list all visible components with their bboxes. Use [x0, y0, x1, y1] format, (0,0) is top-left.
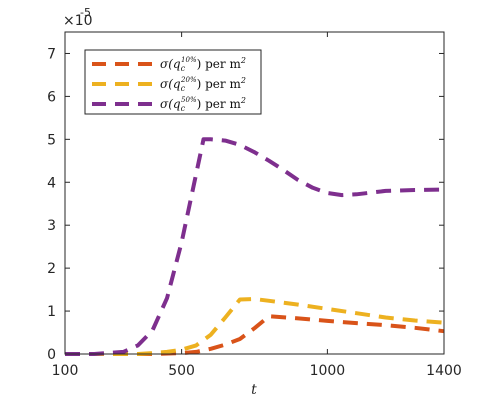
x-tick-label-4: 1400	[426, 363, 462, 379]
y-tick-label-8: 7	[47, 46, 56, 62]
y-multiplier-exponent: -5	[80, 6, 91, 19]
legend: σ(qc10%) per m2 σ(qc20%) per m2 σ(qc50%) p…	[84, 49, 262, 115]
y-tick-label-1: 0	[47, 347, 56, 363]
y-tick-label-2: 1	[47, 304, 56, 320]
y-tick-label-3: 2	[47, 261, 56, 277]
y-tick-label-4: 3	[47, 218, 56, 234]
legend-label-2: σ(qc20%) per m2	[160, 76, 246, 93]
x-tick-label-1: 100	[52, 363, 79, 379]
x-tick-label-2: 500	[168, 363, 195, 379]
legend-label-1: σ(qc10%) per m2	[160, 56, 246, 73]
y-multiplier: ×10 -5	[63, 6, 93, 29]
legend-box	[84, 49, 262, 115]
ticks-layer: 100 500 1000 1400 0 1 2 3 4 5 6 7	[47, 32, 462, 379]
x-axis-label: t	[251, 382, 257, 398]
y-tick-label-5: 4	[47, 175, 56, 191]
y-tick-label-7: 6	[47, 89, 56, 105]
y-multiplier-label: ×10	[63, 13, 93, 29]
legend-label-3: σ(qc50%) per m2	[160, 96, 246, 113]
y-tick-label-6: 5	[47, 132, 56, 148]
axes-box	[64, 31, 445, 355]
x-tick-label-3: 1000	[310, 363, 346, 379]
series-line-3	[65, 137, 445, 356]
